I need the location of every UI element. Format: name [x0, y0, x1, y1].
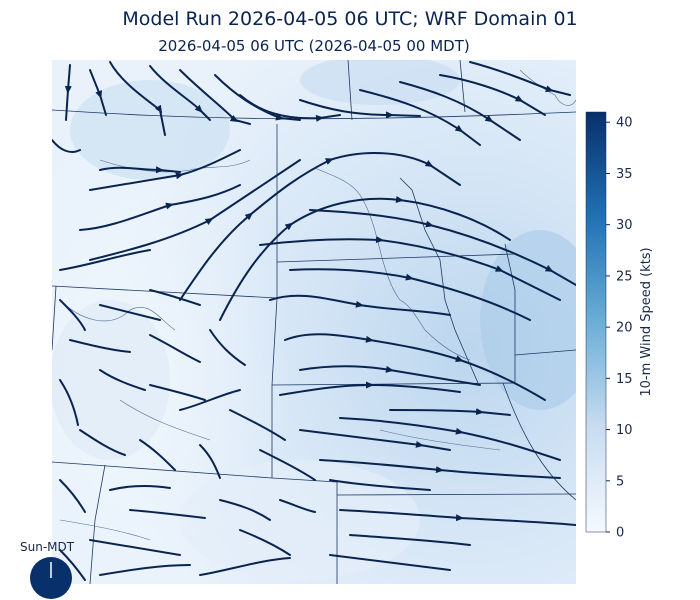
streamline: [179, 152, 461, 301]
streamline: [199, 557, 291, 576]
streamline: [89, 149, 241, 191]
streamline: [469, 61, 571, 96]
colorbar-tick-label: 20: [616, 321, 633, 336]
colorbar-ticks: 0 5 10 15 20 25 30 35 40: [606, 116, 633, 541]
streamline: [89, 539, 181, 556]
streamline: [99, 166, 181, 174]
streamline: [259, 236, 561, 301]
streamline: [309, 209, 576, 286]
colorbar-tick-label: 30: [616, 218, 633, 233]
streamline: [69, 339, 131, 353]
streamline: [179, 389, 241, 411]
streamline: [89, 69, 107, 116]
streamline: [339, 509, 576, 526]
streamline: [239, 529, 291, 556]
streamline: [319, 459, 561, 479]
page-subtitle: 2026-04-05 06 UTC (2026-04-05 00 MDT): [158, 37, 470, 55]
colorbar-tick-label: 15: [616, 372, 633, 387]
streamline: [329, 554, 451, 571]
streamline: [52, 139, 81, 153]
colorbar-label: 10-m Wind Speed (kts): [639, 247, 654, 396]
streamline: [349, 534, 471, 546]
colorbar-tick-label: 40: [616, 116, 633, 131]
streamline: [329, 479, 431, 491]
streamline: [149, 384, 206, 401]
streamline: [339, 417, 561, 461]
streamline: [269, 294, 451, 316]
streamline: [149, 65, 211, 121]
streamline: [79, 184, 241, 231]
clock-label: Sun-MDT: [20, 540, 75, 554]
colorbar-gradient: [585, 111, 607, 533]
streamline: [219, 499, 271, 521]
colorbar-tick-label: 25: [616, 269, 633, 284]
streamline: [259, 449, 316, 481]
streamline: [199, 444, 221, 479]
streamline: [299, 99, 421, 119]
streamline: [149, 334, 201, 363]
wind-speed-field: [52, 60, 576, 584]
streamline: [219, 196, 511, 321]
wind-streamlines: [52, 61, 576, 581]
streamline: [279, 499, 316, 513]
streamline: [109, 61, 166, 136]
colorbar-tick-label: 0: [616, 526, 624, 541]
time-clock-icon: [30, 557, 72, 599]
streamline: [279, 381, 461, 396]
streamline: [179, 69, 251, 125]
streamline: [59, 379, 79, 426]
streamline: [299, 365, 481, 386]
page-title: Model Run 2026-04-05 06 UTC; WRF Domain …: [122, 8, 578, 30]
streamline: [139, 439, 176, 471]
streamline: [284, 333, 546, 401]
streamline: [59, 549, 86, 581]
streamline: [109, 484, 171, 491]
streamline: [129, 509, 206, 519]
streamline: [149, 289, 201, 306]
streamline: [99, 304, 161, 321]
streamline: [299, 429, 451, 451]
streamline: [289, 268, 531, 321]
streamline: [229, 409, 286, 441]
colorbar: 0 5 10 15 20 25 30 35 40 10-m Wind Speed (kts): [585, 111, 654, 541]
streamline: [79, 429, 126, 456]
colorbar-tick-label: 10: [616, 423, 633, 438]
streamline: [59, 479, 86, 513]
streamline: [64, 64, 72, 121]
colorbar-tick-label: 35: [616, 167, 633, 182]
streamline: [99, 369, 146, 391]
streamline: [99, 564, 191, 576]
streamline: [59, 249, 151, 271]
streamline: [439, 74, 546, 116]
streamline: [209, 329, 246, 366]
colorbar-tick-label: 5: [616, 474, 624, 489]
streamline: [389, 408, 511, 416]
streamline: [239, 94, 341, 122]
streamline: [399, 81, 521, 141]
streamline: [59, 299, 86, 331]
streamline: [359, 89, 481, 146]
